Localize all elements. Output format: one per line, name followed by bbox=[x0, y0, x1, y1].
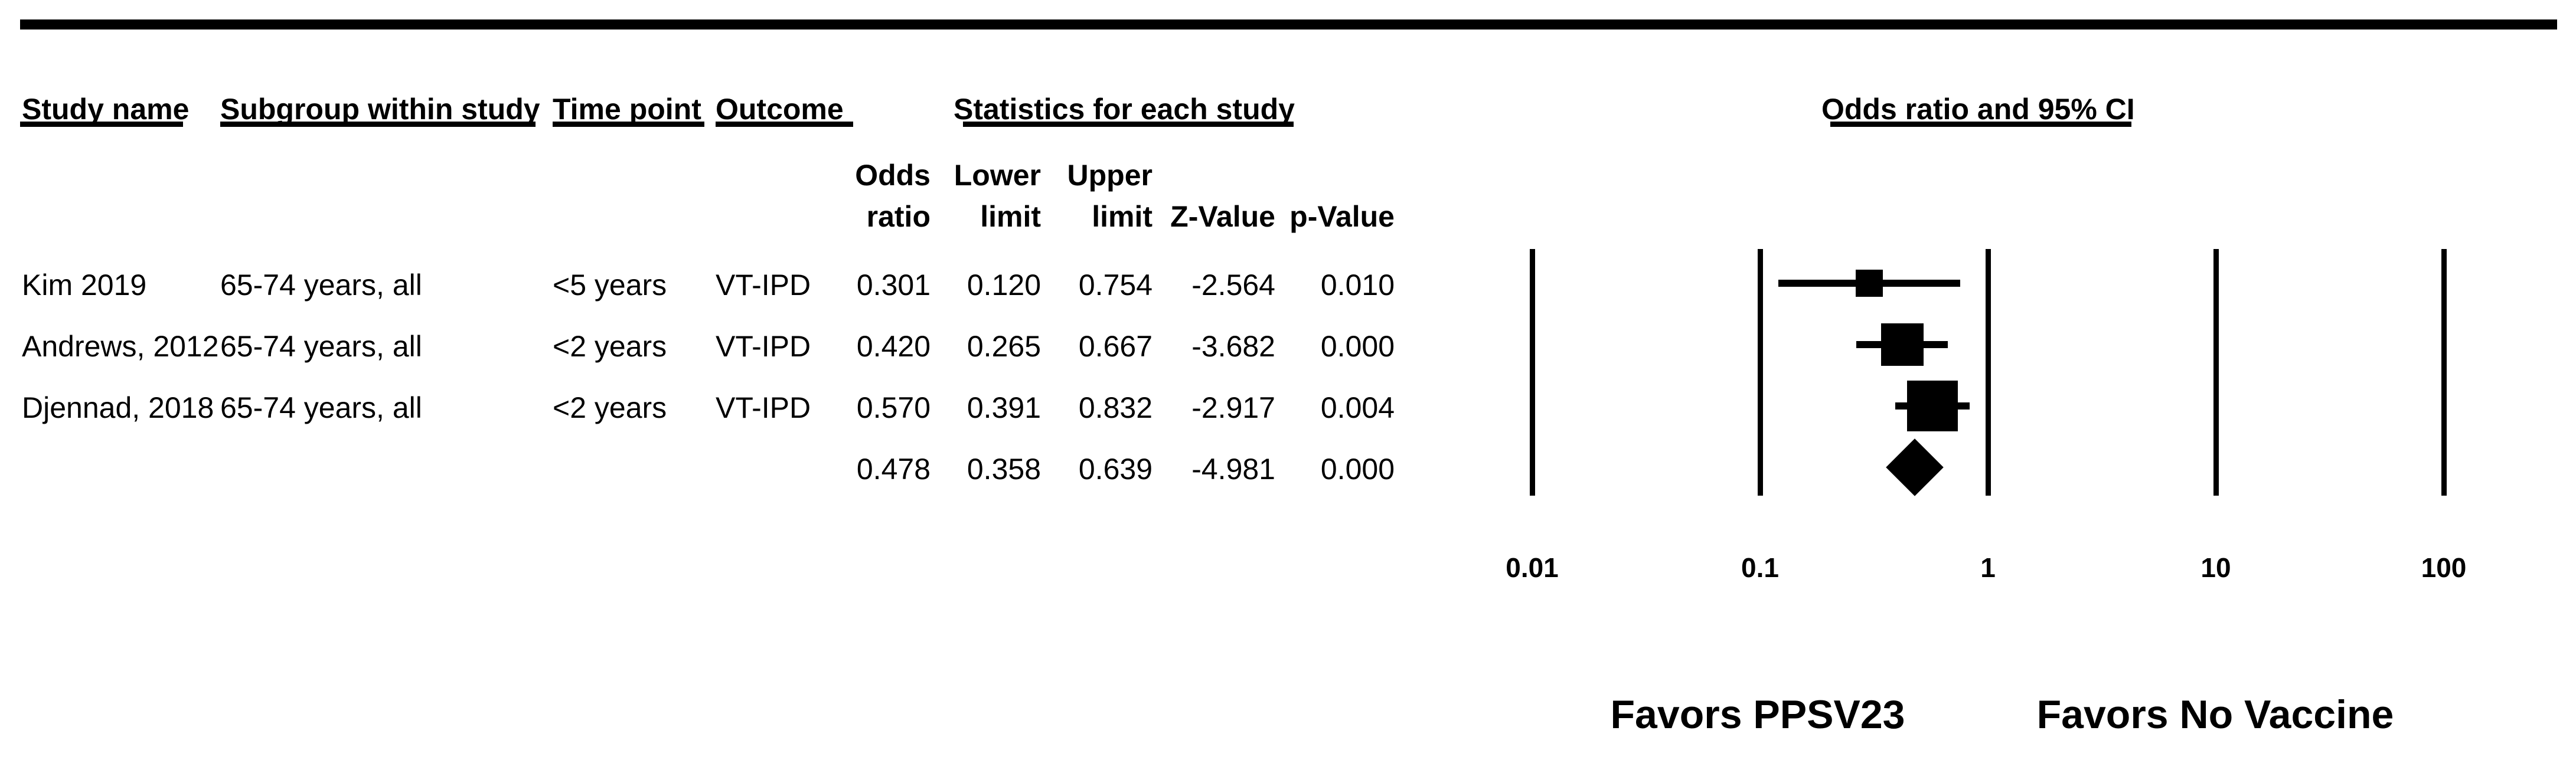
header-underline-statistics bbox=[963, 122, 1294, 127]
row-study-name: Kim 2019 bbox=[22, 268, 147, 302]
row-time-point: <5 years bbox=[553, 268, 667, 302]
axis-gridline bbox=[1529, 249, 1535, 496]
odds-ratio-square bbox=[1906, 381, 1958, 431]
top-rule bbox=[20, 19, 2557, 30]
row-z-value: -2.564 bbox=[1191, 268, 1275, 302]
summary-lower-limit: 0.358 bbox=[967, 453, 1041, 486]
favors-right-label: Favors No Vaccine bbox=[2036, 692, 2394, 737]
stat-subheader-ratio: ratio bbox=[866, 200, 931, 233]
axis-tick-label: 100 bbox=[2421, 552, 2467, 583]
header-underline-plot-title bbox=[1830, 122, 2131, 127]
column-header-statistics: Statistics for each study bbox=[954, 93, 1295, 126]
row-odds-ratio: 0.301 bbox=[856, 268, 931, 302]
row-odds-ratio: 0.570 bbox=[856, 391, 931, 424]
summary-odds-ratio: 0.478 bbox=[856, 453, 931, 486]
row-lower-limit: 0.265 bbox=[967, 330, 1041, 363]
header-underline-outcome bbox=[716, 122, 853, 127]
stat-subheader-limit-lower: limit bbox=[980, 200, 1041, 233]
row-p-value: 0.010 bbox=[1320, 268, 1395, 302]
row-p-value: 0.004 bbox=[1320, 391, 1395, 424]
row-subgroup: 65-74 years, all bbox=[220, 330, 422, 363]
column-header-subgroup: Subgroup within study bbox=[220, 93, 540, 126]
axis-gridline bbox=[2441, 249, 2447, 496]
row-study-name: Djennad, 2018 bbox=[22, 391, 214, 424]
row-time-point: <2 years bbox=[553, 391, 667, 424]
stat-subheader-z-value: Z-Value bbox=[1170, 200, 1275, 233]
row-z-value: -2.917 bbox=[1191, 391, 1275, 424]
axis-tick-label: 1 bbox=[1980, 552, 1996, 583]
summary-diamond bbox=[1886, 438, 1944, 496]
column-header-plot-title: Odds ratio and 95% CI bbox=[1821, 93, 2135, 126]
row-lower-limit: 0.120 bbox=[967, 268, 1041, 302]
stat-subheader-limit-upper: limit bbox=[1092, 200, 1152, 233]
axis-gridline bbox=[2213, 249, 2219, 496]
row-lower-limit: 0.391 bbox=[967, 391, 1041, 424]
axis-tick-label: 10 bbox=[2200, 552, 2231, 583]
row-p-value: 0.000 bbox=[1320, 330, 1395, 363]
summary-z-value: -4.981 bbox=[1191, 453, 1275, 486]
axis-tick-label: 0.01 bbox=[1506, 552, 1559, 583]
odds-ratio-square bbox=[1880, 323, 1924, 366]
row-subgroup: 65-74 years, all bbox=[220, 391, 422, 424]
summary-upper-limit: 0.639 bbox=[1078, 453, 1152, 486]
header-underline-time-point bbox=[553, 122, 704, 127]
row-upper-limit: 0.832 bbox=[1078, 391, 1152, 424]
row-z-value: -3.682 bbox=[1191, 330, 1275, 363]
row-outcome: VT-IPD bbox=[716, 268, 811, 302]
row-outcome: VT-IPD bbox=[716, 391, 811, 424]
column-header-time-point: Time point bbox=[553, 93, 701, 126]
header-underline-study bbox=[20, 122, 183, 127]
row-outcome: VT-IPD bbox=[716, 330, 811, 363]
row-study-name: Andrews, 2012 bbox=[22, 330, 219, 363]
stat-subheader-lower: Lower bbox=[954, 159, 1041, 192]
column-header-study-name: Study name bbox=[22, 93, 190, 126]
stat-subheader-upper: Upper bbox=[1067, 159, 1152, 192]
stat-subheader-odds: Odds bbox=[855, 159, 931, 192]
row-upper-limit: 0.754 bbox=[1078, 268, 1152, 302]
row-time-point: <2 years bbox=[553, 330, 667, 363]
axis-gridline bbox=[1985, 249, 1991, 496]
column-header-outcome: Outcome bbox=[716, 93, 844, 126]
row-upper-limit: 0.667 bbox=[1078, 330, 1152, 363]
axis-gridline bbox=[1757, 249, 1763, 496]
favors-left-label: Favors PPSV23 bbox=[1610, 692, 1905, 737]
odds-ratio-square bbox=[1855, 270, 1883, 297]
header-underline-subgroup bbox=[220, 122, 536, 127]
stat-subheader-p-value: p-Value bbox=[1289, 200, 1395, 233]
row-subgroup: 65-74 years, all bbox=[220, 268, 422, 302]
row-odds-ratio: 0.420 bbox=[856, 330, 931, 363]
axis-tick-label: 0.1 bbox=[1741, 552, 1779, 583]
summary-p-value: 0.000 bbox=[1320, 453, 1395, 486]
